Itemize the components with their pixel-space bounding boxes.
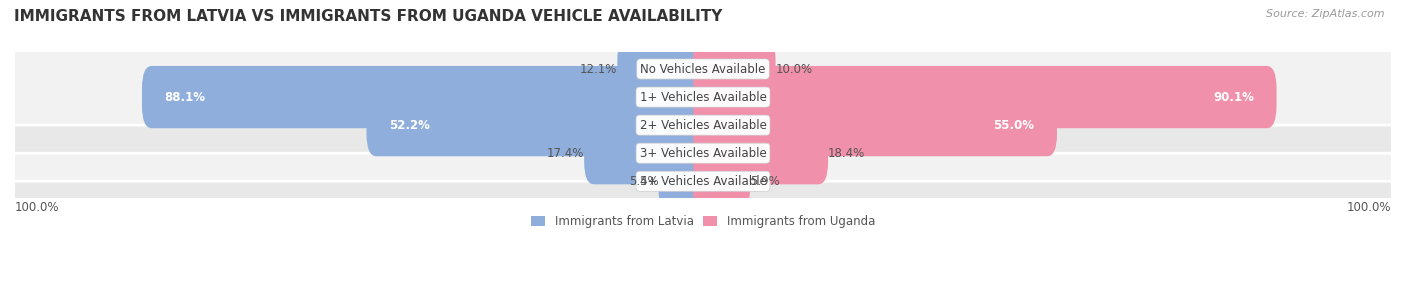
FancyBboxPatch shape	[693, 150, 749, 212]
Text: IMMIGRANTS FROM LATVIA VS IMMIGRANTS FROM UGANDA VEHICLE AVAILABILITY: IMMIGRANTS FROM LATVIA VS IMMIGRANTS FRO…	[14, 9, 723, 23]
FancyBboxPatch shape	[0, 125, 1406, 237]
Text: 3+ Vehicles Available: 3+ Vehicles Available	[640, 147, 766, 160]
FancyBboxPatch shape	[0, 97, 1406, 209]
Text: 1+ Vehicles Available: 1+ Vehicles Available	[640, 91, 766, 104]
FancyBboxPatch shape	[0, 13, 1406, 125]
FancyBboxPatch shape	[0, 69, 1406, 181]
FancyBboxPatch shape	[693, 66, 1277, 128]
FancyBboxPatch shape	[693, 38, 776, 100]
Text: 88.1%: 88.1%	[165, 91, 205, 104]
Text: 4+ Vehicles Available: 4+ Vehicles Available	[640, 175, 766, 188]
FancyBboxPatch shape	[583, 122, 713, 184]
Text: 100.0%: 100.0%	[15, 201, 59, 214]
Text: 17.4%: 17.4%	[547, 147, 583, 160]
Text: 52.2%: 52.2%	[389, 119, 430, 132]
FancyBboxPatch shape	[658, 150, 713, 212]
FancyBboxPatch shape	[367, 94, 713, 156]
FancyBboxPatch shape	[693, 122, 828, 184]
FancyBboxPatch shape	[617, 38, 713, 100]
Text: 10.0%: 10.0%	[776, 63, 813, 76]
Text: 2+ Vehicles Available: 2+ Vehicles Available	[640, 119, 766, 132]
FancyBboxPatch shape	[0, 41, 1406, 153]
Text: 5.5%: 5.5%	[628, 175, 658, 188]
FancyBboxPatch shape	[142, 66, 713, 128]
Text: 100.0%: 100.0%	[1347, 201, 1391, 214]
FancyBboxPatch shape	[693, 94, 1057, 156]
Text: 55.0%: 55.0%	[994, 119, 1035, 132]
Legend: Immigrants from Latvia, Immigrants from Uganda: Immigrants from Latvia, Immigrants from …	[526, 210, 880, 233]
Text: 12.1%: 12.1%	[579, 63, 617, 76]
Text: 90.1%: 90.1%	[1213, 91, 1254, 104]
Text: Source: ZipAtlas.com: Source: ZipAtlas.com	[1267, 9, 1385, 19]
Text: No Vehicles Available: No Vehicles Available	[640, 63, 766, 76]
Text: 18.4%: 18.4%	[828, 147, 865, 160]
Text: 5.9%: 5.9%	[749, 175, 780, 188]
